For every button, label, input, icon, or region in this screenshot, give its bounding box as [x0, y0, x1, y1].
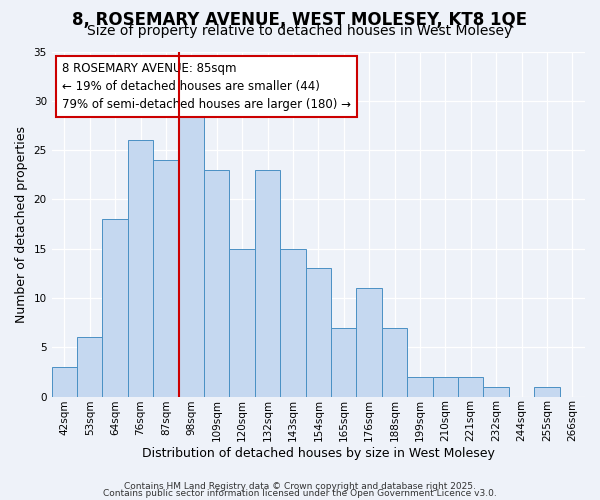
Text: Contains HM Land Registry data © Crown copyright and database right 2025.: Contains HM Land Registry data © Crown c… [124, 482, 476, 491]
Text: 8 ROSEMARY AVENUE: 85sqm
← 19% of detached houses are smaller (44)
79% of semi-d: 8 ROSEMARY AVENUE: 85sqm ← 19% of detach… [62, 62, 352, 111]
Text: 8, ROSEMARY AVENUE, WEST MOLESEY, KT8 1QE: 8, ROSEMARY AVENUE, WEST MOLESEY, KT8 1Q… [73, 11, 527, 29]
Bar [458, 377, 484, 396]
Bar [128, 140, 153, 396]
Bar [280, 248, 305, 396]
Bar [52, 367, 77, 396]
Bar [179, 110, 204, 397]
Bar [484, 386, 509, 396]
Bar [382, 328, 407, 396]
Bar [331, 328, 356, 396]
Text: Size of property relative to detached houses in West Molesey: Size of property relative to detached ho… [88, 24, 512, 38]
Bar [103, 219, 128, 396]
Text: Contains public sector information licensed under the Open Government Licence v3: Contains public sector information licen… [103, 489, 497, 498]
Bar [305, 268, 331, 396]
Y-axis label: Number of detached properties: Number of detached properties [15, 126, 28, 322]
Bar [229, 248, 255, 396]
Bar [534, 386, 560, 396]
Bar [407, 377, 433, 396]
Bar [433, 377, 458, 396]
Bar [255, 170, 280, 396]
X-axis label: Distribution of detached houses by size in West Molesey: Distribution of detached houses by size … [142, 447, 495, 460]
Bar [77, 338, 103, 396]
Bar [356, 288, 382, 397]
Bar [153, 160, 179, 396]
Bar [204, 170, 229, 396]
